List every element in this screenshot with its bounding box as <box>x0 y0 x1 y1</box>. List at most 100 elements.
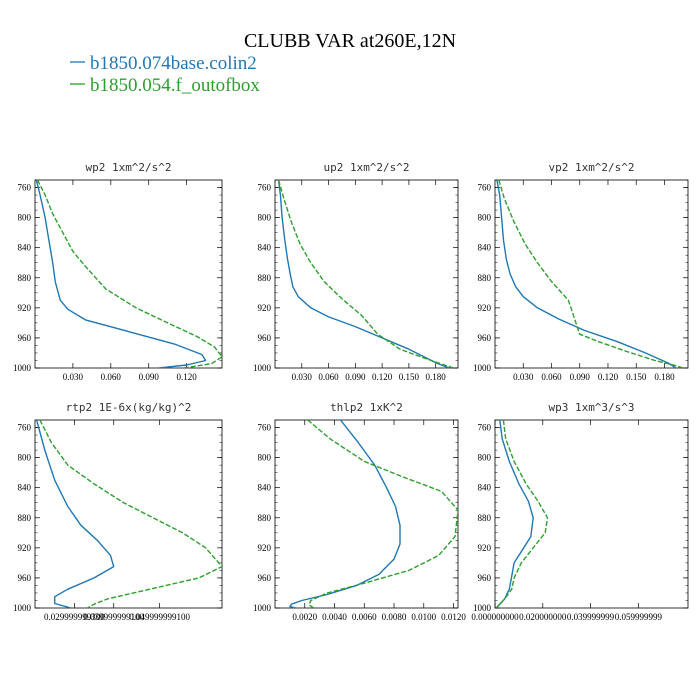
x-tick-label: 0.090 <box>139 372 160 382</box>
x-tick-label: 0.150 <box>399 372 420 382</box>
x-tick-label: 0.049999999100 <box>129 612 190 622</box>
y-tick-label: 960 <box>18 333 32 343</box>
panel-5: wp3 1xm^3/s^3 760 800 840 880 920 960 10000.000… <box>471 401 689 622</box>
x-tick-label: 0.030 <box>513 372 534 382</box>
y-tick-label: 1000 <box>473 603 492 613</box>
x-tick-label: 0.0060 <box>352 612 377 622</box>
series-line-base <box>289 420 401 608</box>
y-tick-label: 880 <box>258 273 272 283</box>
series-line-outofbox <box>36 180 222 368</box>
series-line-base <box>496 180 677 368</box>
y-tick-label: 800 <box>258 213 272 223</box>
plot-frame <box>34 419 223 609</box>
y-tick-label: 880 <box>18 273 32 283</box>
y-tick-label: 840 <box>478 243 492 253</box>
y-tick-label: 960 <box>478 573 492 583</box>
y-tick-label: 840 <box>258 243 272 253</box>
y-tick-label: 760 <box>258 423 272 433</box>
x-tick-label: 0.030 <box>63 372 84 382</box>
y-tick-label: 760 <box>478 183 492 193</box>
series-line-base <box>495 420 534 608</box>
y-tick-label: 1000 <box>253 363 272 373</box>
x-tick-label: 0.120 <box>598 372 619 382</box>
y-tick-label: 800 <box>18 213 32 223</box>
x-tick-label: 0.039999999 <box>567 612 615 622</box>
y-tick-label: 1000 <box>253 603 272 613</box>
x-tick-label: 0.120 <box>372 372 393 382</box>
x-tick-label: 0.090 <box>345 372 366 382</box>
series-line-base <box>277 180 450 368</box>
panel-title: wp2 1xm^2/s^2 <box>85 161 171 174</box>
y-tick-label: 920 <box>18 543 32 553</box>
x-tick-label: 0.000000000 <box>471 612 519 622</box>
x-tick-label: 0.059999999 <box>615 612 663 622</box>
y-tick-label: 760 <box>478 423 492 433</box>
y-tick-label: 960 <box>258 333 272 343</box>
legend-label-base: b1850.074base.colin2 <box>90 53 257 74</box>
plot-frame <box>494 419 689 609</box>
y-tick-label: 760 <box>18 423 32 433</box>
legend: b1850.074base.colin2 b1850.054.f_outofbo… <box>70 53 260 96</box>
panel-title: rtp2 1E-6x(kg/kg)^2 <box>66 401 192 414</box>
figure-title: CLUBB VAR at260E,12N <box>244 30 456 52</box>
panel-3: rtp2 1E-6x(kg/kg)^2 760 800 840 880 920 960 100… <box>13 401 223 622</box>
panel-1: up2 1xm^2/s^2 760 800 840 880 920 960 1000 0.030… <box>253 161 459 382</box>
panel-2: vp2 1xm^2/s^2 760 800 840 880 920 960 1000 0.030… <box>473 161 689 382</box>
x-tick-label: 0.150 <box>626 372 647 382</box>
x-tick-label: 0.0100 <box>411 612 436 622</box>
y-tick-label: 920 <box>258 543 272 553</box>
x-tick-label: 0.180 <box>654 372 675 382</box>
x-tick-label: 0.060 <box>101 372 122 382</box>
series-line-outofbox <box>495 420 549 608</box>
y-tick-label: 800 <box>258 453 272 463</box>
series-line-outofbox <box>307 420 458 608</box>
panel-title: vp2 1xm^2/s^2 <box>548 161 634 174</box>
y-tick-label: 1000 <box>13 363 32 373</box>
y-tick-label: 840 <box>258 483 272 493</box>
series-line-base <box>35 180 207 368</box>
y-tick-label: 1000 <box>473 363 492 373</box>
y-tick-label: 880 <box>478 513 492 523</box>
x-tick-label: 0.0120 <box>441 612 466 622</box>
y-tick-label: 800 <box>478 213 492 223</box>
x-tick-label: 0.030 <box>292 372 313 382</box>
panel-0: wp2 1xm^2/s^2 760 800 840 880 920 960 1000 0.030… <box>13 161 223 382</box>
y-tick-label: 840 <box>18 243 32 253</box>
y-tick-label: 960 <box>258 573 272 583</box>
y-tick-label: 800 <box>478 453 492 463</box>
y-tick-label: 880 <box>478 273 492 283</box>
y-tick-label: 840 <box>18 483 32 493</box>
x-tick-label: 0.0020 <box>292 612 317 622</box>
x-tick-label: 0.0080 <box>382 612 407 622</box>
plot-frame <box>494 179 689 369</box>
x-tick-label: 0.039999999100 <box>83 612 144 622</box>
panel-title: up2 1xm^2/s^2 <box>323 161 409 174</box>
plot-frame <box>274 419 459 609</box>
panel-4: thlp2 1xK^2 760 800 840 880 920 960 1000 0.0020 0… <box>253 401 466 622</box>
x-tick-label: 0.0040 <box>322 612 347 622</box>
plot-frame <box>274 179 459 369</box>
x-tick-label: 0.090 <box>570 372 591 382</box>
panel-title: thlp2 1xK^2 <box>330 401 403 414</box>
panel-title: wp3 1xm^3/s^3 <box>548 401 634 414</box>
panels: wp2 1xm^2/s^2 760 800 840 880 920 960 1000 0.030… <box>13 161 689 622</box>
y-tick-label: 760 <box>258 183 272 193</box>
y-tick-label: 920 <box>478 543 492 553</box>
x-tick-label: 0.180 <box>426 372 447 382</box>
x-tick-label: 0.060 <box>318 372 339 382</box>
y-tick-label: 1000 <box>13 603 32 613</box>
x-tick-label: 0.060 <box>541 372 562 382</box>
y-tick-label: 880 <box>18 513 32 523</box>
y-tick-label: 920 <box>478 303 492 313</box>
legend-label-outofbox: b1850.054.f_outofbox <box>90 75 260 96</box>
x-tick-label: 0.120 <box>176 372 197 382</box>
series-line-outofbox <box>498 180 684 368</box>
x-tick-label: 0.029999999300 <box>44 612 105 622</box>
y-tick-label: 960 <box>478 333 492 343</box>
series-line-base <box>35 420 115 608</box>
series-line-outofbox <box>39 420 222 608</box>
series-line-outofbox <box>277 180 454 368</box>
x-tick-label: 0.020000000 <box>519 612 567 622</box>
y-tick-label: 840 <box>478 483 492 493</box>
